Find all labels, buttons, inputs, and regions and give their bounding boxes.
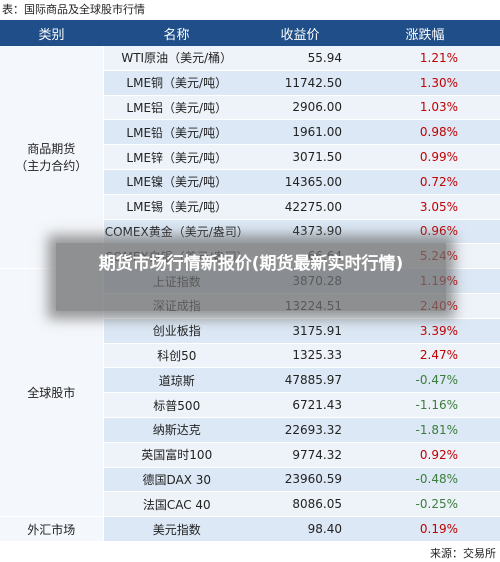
change-cell: -0.48%	[350, 467, 500, 493]
price-cell: 23960.59	[250, 467, 350, 493]
category-text: 外汇市场	[27, 522, 76, 537]
data-row: 科创50 1325.33 2.47%	[0, 343, 500, 369]
data-row: 外汇市场 美元指数 98.40 0.19%	[0, 516, 500, 542]
header-row: 类别 名称 收益价 涨跌幅	[0, 20, 500, 46]
price-cell: 4373.90	[250, 219, 350, 245]
name-cell: LME锡（美元/吨）	[103, 194, 250, 220]
name-cell: 法国CAC 40	[103, 491, 250, 518]
data-row: LME镍（美元/吨） 14365.00 0.72%	[0, 169, 500, 195]
change-cell: 0.98%	[350, 119, 500, 146]
name-cell: LME铝（美元/吨）	[103, 95, 250, 121]
data-row: COMEX黄金（美元/盎司） 4373.90 0.96%	[0, 219, 500, 245]
change-cell: 2.47%	[350, 343, 500, 369]
data-row: LME铜（美元/吨） 11742.50 1.30%	[0, 70, 500, 96]
category-cell: 外汇市场	[0, 516, 104, 542]
price-cell: 9774.32	[250, 442, 350, 468]
change-cell: 1.21%	[350, 46, 500, 71]
data-row: 商品期货 （主力合约） WTI原油（美元/桶） 55.94 1.21%	[0, 46, 500, 270]
change-cell: 0.92%	[350, 442, 500, 468]
name-cell: 道琼斯	[103, 367, 250, 394]
name-cell: 创业板指	[103, 318, 250, 344]
name-cell: COMEX黄金（美元/盎司）	[103, 219, 250, 245]
price-cell: 11742.50	[250, 70, 350, 96]
data-row: 德国DAX 30 23960.59 -0.48%	[0, 467, 500, 493]
data-row: LME铅（美元/吨） 1961.00 0.98%	[0, 119, 500, 146]
data-row: 英国富时100 9774.32 0.92%	[0, 442, 500, 468]
name-cell: LME镍（美元/吨）	[103, 169, 250, 195]
change-cell: -1.81%	[350, 417, 500, 443]
title: 表：国际商品及全球股市行情	[2, 3, 145, 16]
change-cell: 0.96%	[350, 219, 500, 245]
price-cell: 6721.43	[250, 392, 350, 418]
overlay-banner: 期货市场行情新报价(期货最新实时行情)	[56, 243, 446, 311]
header-cell: 类别	[0, 20, 103, 46]
data-row: 纳斯达克 22693.32 -1.81%	[0, 417, 500, 443]
change-cell: -1.16%	[350, 392, 500, 418]
category-cell: 商品期货 （主力合约）	[0, 46, 104, 270]
price-cell: 47885.97	[250, 367, 350, 394]
data-row: LME铝（美元/吨） 2906.00 1.03%	[0, 95, 500, 121]
data-row: 道琼斯 47885.97 -0.47%	[0, 367, 500, 394]
price-cell: 3071.50	[250, 144, 350, 170]
price-cell: 1961.00	[250, 119, 350, 146]
change-cell: 0.19%	[350, 516, 500, 542]
change-cell: 3.39%	[350, 318, 500, 344]
name-cell: WTI原油（美元/桶）	[103, 46, 250, 71]
change-cell: 0.72%	[350, 169, 500, 195]
category-text: （主力合约）	[15, 159, 88, 174]
header-cell: 名称	[103, 20, 250, 46]
data-row: 法国CAC 40 8086.05 -0.25%	[0, 491, 500, 518]
name-cell: 科创50	[103, 343, 250, 369]
price-cell: 3175.91	[250, 318, 350, 344]
name-cell: LME铅（美元/吨）	[103, 119, 250, 146]
data-row: LME锌（美元/吨） 3071.50 0.99%	[0, 144, 500, 170]
name-cell: 标普500	[103, 392, 250, 418]
price-cell: 55.94	[250, 46, 350, 71]
change-cell: 1.03%	[350, 95, 500, 121]
name-cell: 德国DAX 30	[103, 467, 250, 493]
price-cell: 14365.00	[250, 169, 350, 195]
price-cell: 1325.33	[250, 343, 350, 369]
price-cell: 8086.05	[250, 491, 350, 518]
price-cell: 22693.32	[250, 417, 350, 443]
name-cell: LME铜（美元/吨）	[103, 70, 250, 96]
header-cell: 涨跌幅	[350, 20, 500, 46]
data-row: 标普500 6721.43 -1.16%	[0, 392, 500, 418]
change-cell: 1.30%	[350, 70, 500, 96]
source: 来源：交易所	[430, 547, 496, 560]
change-cell: 3.05%	[350, 194, 500, 220]
change-cell: -0.47%	[350, 367, 500, 394]
data-row: LME锡（美元/吨） 42275.00 3.05%	[0, 194, 500, 220]
price-cell: 2906.00	[250, 95, 350, 121]
header-cell: 收益价	[250, 20, 350, 46]
data-row: 创业板指 3175.91 3.39%	[0, 318, 500, 344]
price-cell: 98.40	[250, 516, 350, 542]
price-cell: 42275.00	[250, 194, 350, 220]
change-cell: 0.99%	[350, 144, 500, 170]
name-cell: 英国富时100	[103, 442, 250, 468]
name-cell: 纳斯达克	[103, 417, 250, 443]
name-cell: 美元指数	[103, 516, 250, 542]
category-text: 全球股市	[27, 386, 76, 401]
name-cell: LME锌（美元/吨）	[103, 144, 250, 170]
category-text: 商品期货	[27, 142, 76, 157]
change-cell: -0.25%	[350, 491, 500, 518]
